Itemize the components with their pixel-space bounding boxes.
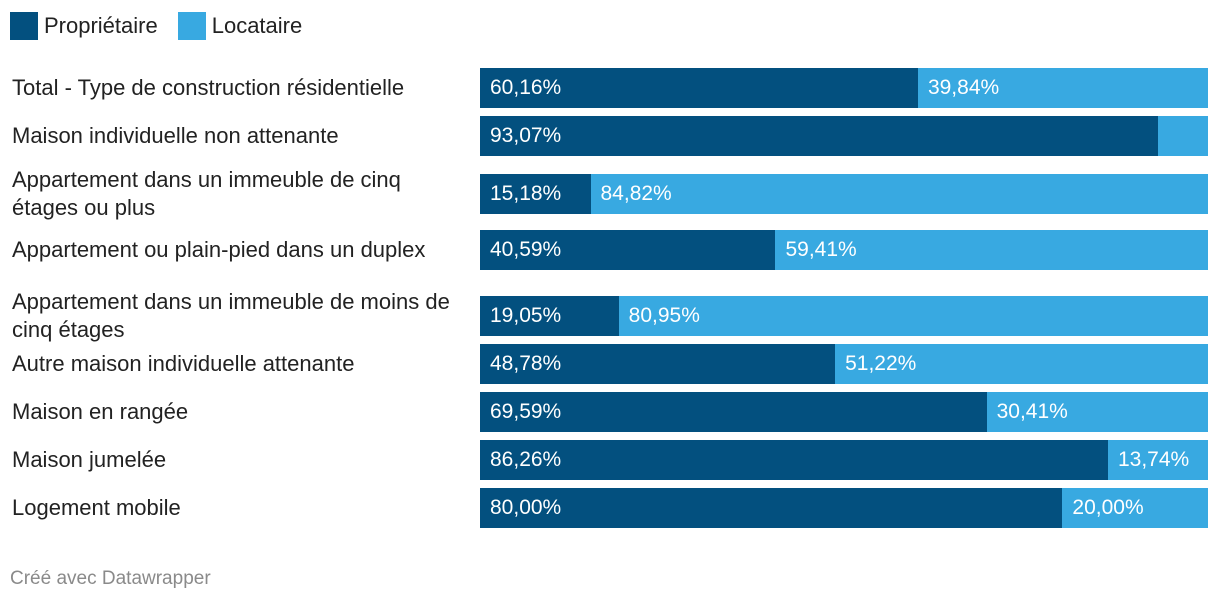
data-label: 13,74% — [1117, 448, 1190, 471]
table-row: Appartement ou plain-pied dans un duplex… — [0, 230, 1220, 270]
data-label: 51,22% — [845, 352, 917, 375]
data-label: 15,18% — [490, 182, 562, 205]
bar-segment-renter: 30,41% — [986, 392, 1208, 432]
data-label: 69,59% — [490, 400, 562, 423]
bar-segment-renter: 20,00% — [1062, 488, 1208, 528]
category-label: Logement mobile — [12, 495, 181, 520]
data-label: 39,84% — [927, 76, 1000, 99]
data-label: 84,82% — [600, 182, 672, 205]
stacked-bar: 69,59% 30,41% — [480, 392, 1208, 432]
bar-segment-owner: 60,16% — [480, 68, 918, 108]
legend-item-owner: Propriétaire — [10, 12, 158, 40]
stacked-bar: 19,05% 80,95% — [480, 296, 1208, 336]
category-label: Maison individuelle non attenante — [12, 123, 339, 148]
bar-segment-renter: 80,95% — [618, 296, 1208, 336]
stacked-bar: 48,78% 51,22% — [480, 344, 1208, 384]
data-label: 59,41% — [785, 238, 857, 261]
bar-segment-renter: 13,74% — [1107, 440, 1208, 480]
data-label: 86,26% — [490, 448, 562, 471]
table-row: Total - Type de construction résidentiel… — [0, 68, 1220, 108]
bar-segment-renter — [1157, 116, 1208, 156]
legend-item-renter: Locataire — [177, 12, 303, 40]
legend-swatch-owner — [10, 12, 38, 40]
legend-swatch-renter — [177, 12, 206, 40]
legend-label-renter: Locataire — [211, 13, 303, 38]
data-label: 80,00% — [490, 496, 562, 519]
bar-segment-owner: 93,07% — [480, 116, 1158, 156]
table-row: Maison individuelle non attenante 93,07% — [0, 116, 1220, 156]
bar-segment-owner: 86,26% — [480, 440, 1108, 480]
category-label: Appartement ou plain-pied dans un duplex — [12, 237, 426, 262]
bar-segment-renter: 84,82% — [590, 174, 1208, 214]
data-label: 80,95% — [628, 304, 700, 327]
bar-segment-owner: 40,59% — [480, 230, 776, 270]
data-label: 93,07% — [490, 124, 562, 147]
stacked-bar: 40,59% 59,41% — [480, 230, 1208, 270]
footer-credit: Créé avec Datawrapper — [10, 568, 211, 589]
table-row: Logement mobile 80,00% 20,00% — [0, 488, 1220, 528]
bar-segment-owner: 15,18% — [480, 174, 591, 214]
category-label: Appartement dans un immeuble de moins de… — [12, 289, 450, 342]
bar-segment-renter: 39,84% — [917, 68, 1208, 108]
table-row: Appartement dans un immeuble de cinq éta… — [0, 164, 1220, 224]
data-label: 40,59% — [490, 238, 562, 261]
legend: Propriétaire Locataire — [10, 12, 322, 40]
bar-segment-renter: 51,22% — [835, 344, 1208, 384]
stacked-bar: 60,16% 39,84% — [480, 68, 1208, 108]
table-row: Appartement dans un immeuble de moins de… — [0, 286, 1220, 346]
table-row: Maison en rangée 69,59% 30,41% — [0, 392, 1220, 432]
category-label: Appartement dans un immeuble de cinq éta… — [12, 167, 401, 220]
data-label: 60,16% — [490, 76, 562, 99]
bar-segment-owner: 19,05% — [480, 296, 619, 336]
stacked-bar: 93,07% — [480, 116, 1208, 156]
stacked-bar: 80,00% 20,00% — [480, 488, 1208, 528]
category-label: Maison en rangée — [12, 399, 189, 424]
stacked-bar: 86,26% 13,74% — [480, 440, 1208, 480]
bar-segment-owner: 80,00% — [480, 488, 1063, 528]
category-label: Autre maison individuelle attenante — [12, 351, 355, 376]
data-label: 19,05% — [490, 304, 562, 327]
table-row: Maison jumelée 86,26% 13,74% — [0, 440, 1220, 480]
data-label: 30,41% — [996, 400, 1068, 423]
category-label: Total - Type de construction résidentiel… — [12, 75, 405, 100]
bar-segment-owner: 48,78% — [480, 344, 836, 384]
data-label: 20,00% — [1072, 496, 1144, 519]
table-row: Autre maison individuelle attenante 48,78… — [0, 344, 1220, 384]
data-label: 48,78% — [490, 352, 562, 375]
legend-label-owner: Propriétaire — [44, 13, 158, 38]
bar-segment-renter: 59,41% — [775, 230, 1208, 270]
bar-segment-owner: 69,59% — [480, 392, 987, 432]
stacked-bar: 15,18% 84,82% — [480, 174, 1208, 214]
category-label: Maison jumelée — [12, 447, 167, 472]
